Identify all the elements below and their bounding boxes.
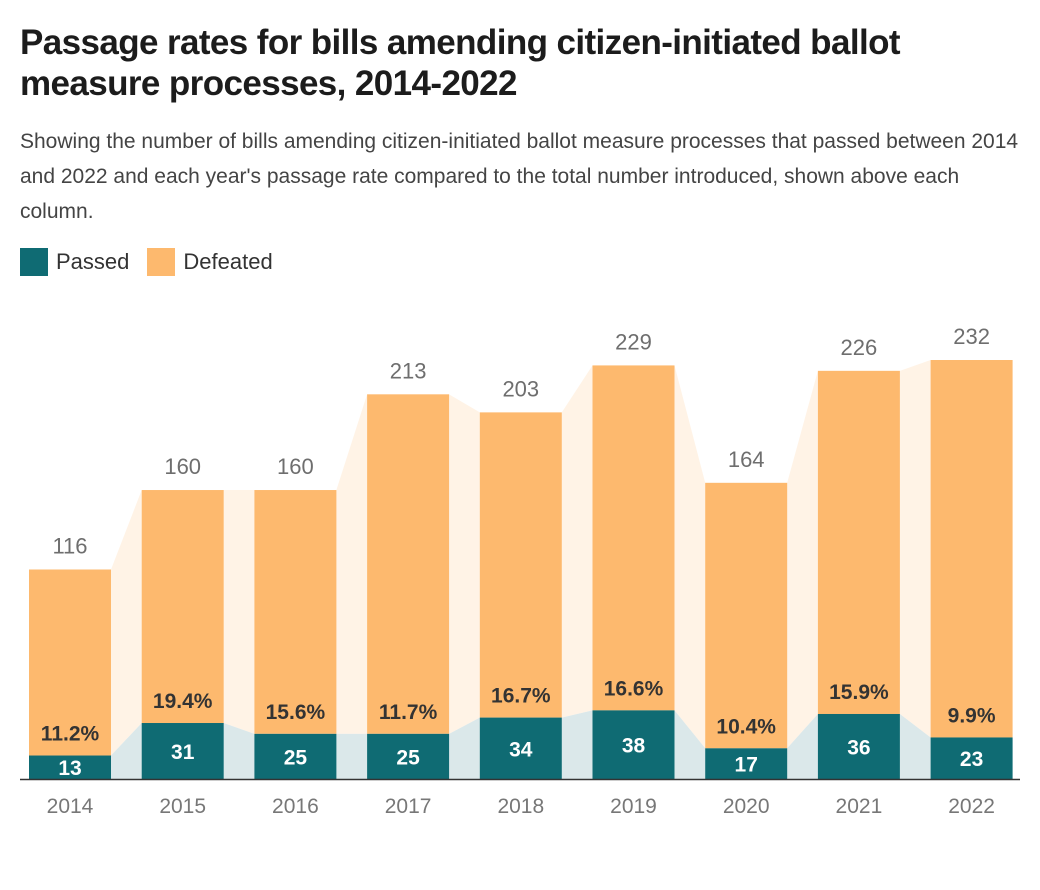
passed-label-2022: 23 bbox=[960, 748, 983, 771]
rate-label-2022: 9.9% bbox=[948, 704, 996, 727]
x-tick-2022: 2022 bbox=[948, 795, 995, 818]
connector-defeated-2014 bbox=[111, 490, 142, 756]
x-tick-2017: 2017 bbox=[385, 795, 432, 818]
bar-passed-2017 bbox=[367, 733, 450, 779]
passed-label-2021: 36 bbox=[847, 736, 870, 759]
bar-passed-2014 bbox=[29, 755, 111, 779]
bar-defeated-2014 bbox=[29, 569, 111, 756]
rate-label-2015: 19.4% bbox=[153, 690, 213, 713]
bar-defeated-2021 bbox=[817, 370, 900, 714]
legend-label-passed: Passed bbox=[56, 249, 130, 274]
connector-passed-2017 bbox=[449, 717, 480, 779]
total-label-2018: 203 bbox=[502, 376, 539, 401]
bar-passed-2015 bbox=[141, 723, 224, 779]
connector-passed-2020 bbox=[787, 713, 818, 779]
bar-passed-2022 bbox=[930, 737, 1013, 779]
total-label-2022: 232 bbox=[953, 324, 990, 349]
chart-title: Passage rates for bills amending citizen… bbox=[20, 23, 901, 103]
total-label-2017: 213 bbox=[390, 358, 427, 383]
connector-passed-2018 bbox=[561, 710, 593, 779]
total-label-2014: 116 bbox=[52, 534, 87, 559]
legend-swatch-passed bbox=[20, 248, 48, 276]
connector-passed-2021 bbox=[899, 713, 931, 779]
bar-passed-2021 bbox=[817, 713, 900, 779]
rate-label-2016: 15.6% bbox=[266, 701, 326, 724]
x-tick-2016: 2016 bbox=[272, 795, 319, 818]
total-label-2021: 226 bbox=[841, 335, 878, 360]
bar-passed-2016 bbox=[254, 733, 337, 779]
rate-label-2017: 11.7% bbox=[379, 701, 438, 724]
total-label-2015: 160 bbox=[164, 454, 201, 479]
connector-defeated-2017 bbox=[449, 394, 480, 734]
connector-defeated-2018 bbox=[561, 365, 593, 718]
rate-label-2021: 15.9% bbox=[829, 681, 889, 704]
x-tick-2014: 2014 bbox=[47, 795, 94, 818]
bar-passed-2019 bbox=[592, 710, 675, 779]
x-tick-2021: 2021 bbox=[836, 795, 883, 818]
x-tick-2020: 2020 bbox=[723, 795, 770, 818]
connector-defeated-2021 bbox=[899, 360, 931, 738]
connector-defeated-2020 bbox=[787, 370, 818, 749]
connector-passed-2016 bbox=[336, 733, 368, 779]
legend-label-defeated: Defeated bbox=[183, 249, 273, 274]
chart-legend: Passed Defeated bbox=[20, 248, 291, 276]
bar-defeated-2016 bbox=[254, 490, 337, 734]
x-tick-2015: 2015 bbox=[159, 795, 206, 818]
connector-passed-2014 bbox=[111, 723, 142, 779]
total-label-2016: 160 bbox=[277, 454, 314, 479]
bar-defeated-2019 bbox=[592, 365, 675, 711]
bar-defeated-2017 bbox=[367, 394, 450, 734]
rate-label-2014: 11.2% bbox=[41, 723, 100, 746]
total-label-2020: 164 bbox=[728, 447, 765, 472]
bar-passed-2018 bbox=[479, 717, 562, 779]
connector-defeated-2019 bbox=[674, 365, 706, 749]
legend-item-defeated: Defeated bbox=[147, 248, 273, 276]
connector-passed-2015 bbox=[223, 723, 255, 779]
connector-passed-2019 bbox=[674, 710, 706, 779]
passed-label-2020: 17 bbox=[735, 754, 758, 777]
connector-defeated-2015 bbox=[223, 490, 255, 734]
passed-label-2017: 25 bbox=[396, 746, 420, 769]
chart-subtitle: Showing the number of bills amending cit… bbox=[20, 130, 1019, 223]
legend-swatch-defeated bbox=[147, 248, 176, 276]
passed-label-2019: 38 bbox=[622, 735, 646, 758]
rate-label-2018: 16.7% bbox=[491, 685, 551, 708]
total-label-2019: 229 bbox=[615, 329, 652, 354]
x-tick-2018: 2018 bbox=[497, 795, 544, 818]
passed-label-2018: 34 bbox=[509, 738, 533, 761]
passed-label-2015: 31 bbox=[171, 741, 195, 764]
passed-label-2014: 13 bbox=[58, 757, 81, 780]
bar-passed-2020 bbox=[705, 748, 788, 779]
x-tick-2019: 2019 bbox=[610, 795, 657, 818]
rate-label-2020: 10.4% bbox=[716, 715, 776, 738]
legend-item-passed: Passed bbox=[20, 248, 129, 276]
bar-defeated-2020 bbox=[705, 482, 788, 749]
connector-defeated-2016 bbox=[336, 394, 368, 734]
bar-defeated-2022 bbox=[930, 360, 1013, 738]
bar-defeated-2015 bbox=[141, 490, 224, 724]
passed-label-2016: 25 bbox=[284, 746, 308, 769]
rate-label-2019: 16.6% bbox=[604, 677, 664, 700]
bar-defeated-2018 bbox=[479, 412, 562, 718]
